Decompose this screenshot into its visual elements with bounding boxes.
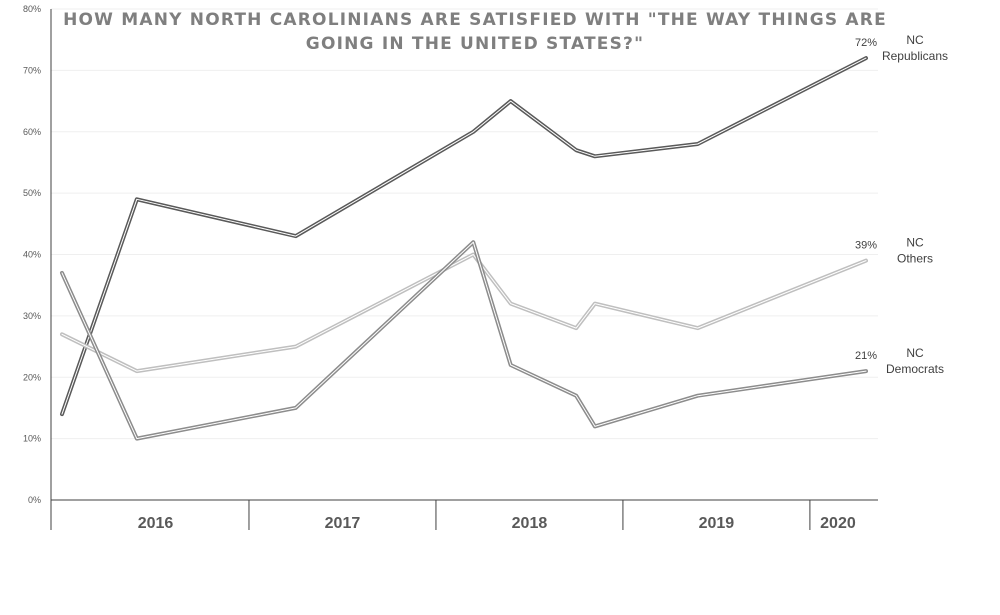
chart-title-line-2: GOING IN THE UNITED STATES?" (306, 34, 644, 54)
y-tick-label: 60% (23, 127, 41, 137)
y-tick-label: 40% (23, 250, 41, 260)
x-year-label: 2020 (820, 515, 856, 532)
series-name-others: Others (897, 252, 933, 266)
series-line-others (60, 252, 868, 374)
series-name-republicans: Republicans (882, 49, 948, 63)
y-tick-label: 70% (23, 65, 41, 75)
end-value-label-democrats: 21% (855, 350, 877, 362)
y-tick-label: 80% (23, 4, 41, 14)
y-tick-label: 10% (23, 434, 41, 444)
y-tick-label: 50% (23, 188, 41, 198)
series-line-core-republicans (61, 57, 867, 415)
series-republicans (60, 56, 868, 417)
y-axis-ticks: 0% 10% 20% 30% 40% 50% 60% 70% 80% (23, 4, 41, 505)
x-year-label: 2018 (512, 515, 548, 532)
series-others (60, 252, 868, 374)
series-name-republicans: NC (906, 33, 924, 47)
y-tick-label: 30% (23, 311, 41, 321)
series-name-democrats: NC (906, 346, 924, 360)
x-year-label: 2017 (325, 515, 361, 532)
series-labels: 72% NC Republicans 39% NC Others 21% NC Democrat… (855, 33, 948, 376)
series-line-core-democrats (61, 241, 867, 440)
y-tick-label: 0% (28, 495, 41, 505)
series-line-democrats (60, 240, 868, 441)
series-line-core-others (61, 254, 867, 372)
end-value-label-republicans: 72% (855, 37, 877, 49)
series-name-democrats: Democrats (886, 362, 944, 376)
series-name-others: NC (906, 236, 924, 250)
y-tick-label: 20% (23, 372, 41, 382)
x-year-label: 2019 (699, 515, 735, 532)
gridlines (51, 8, 878, 440)
series-lines (60, 56, 868, 441)
series-line-republicans (60, 56, 868, 417)
x-year-label: 2016 (138, 515, 174, 532)
series-democrats (60, 240, 868, 441)
end-value-label-others: 39% (855, 240, 877, 252)
axes: 2016 2017 2018 2019 2020 (50, 9, 878, 532)
chart-title-line-1: HOW MANY NORTH CAROLINIANS ARE SATISFIED… (63, 10, 887, 30)
